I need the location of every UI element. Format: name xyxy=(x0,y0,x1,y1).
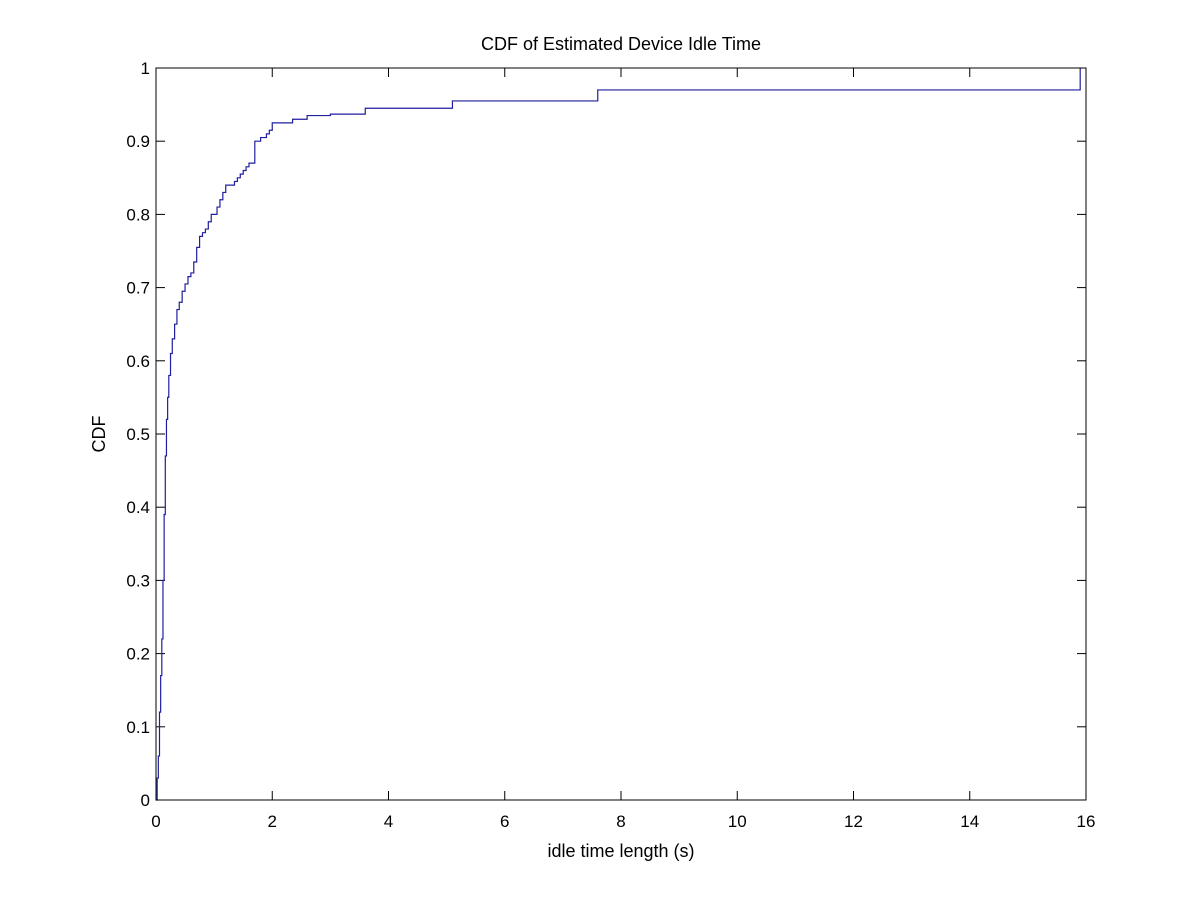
y-tick-label: 0.7 xyxy=(126,279,150,298)
y-tick-label: 1 xyxy=(141,59,150,78)
chart-title: CDF of Estimated Device Idle Time xyxy=(481,34,761,54)
y-tick-label: 0.4 xyxy=(126,498,150,517)
x-tick-label: 8 xyxy=(616,812,625,831)
y-tick-label: 0.9 xyxy=(126,132,150,151)
x-tick-label: 2 xyxy=(268,812,277,831)
x-tick-label: 6 xyxy=(500,812,509,831)
y-tick-label: 0.2 xyxy=(126,645,150,664)
x-tick-label: 12 xyxy=(844,812,863,831)
x-tick-label: 4 xyxy=(384,812,393,831)
y-tick-label: 0.1 xyxy=(126,718,150,737)
plot-area xyxy=(156,68,1086,800)
y-tick-label: 0.3 xyxy=(126,571,150,590)
x-tick-label: 16 xyxy=(1077,812,1096,831)
x-tick-label: 0 xyxy=(151,812,160,831)
cdf-series-line xyxy=(156,68,1081,801)
y-tick-label: 0 xyxy=(141,791,150,810)
x-tick-label: 14 xyxy=(960,812,979,831)
y-axis-label: CDF xyxy=(89,416,109,453)
y-tick-label: 0.5 xyxy=(126,425,150,444)
y-tick-label: 0.6 xyxy=(126,352,150,371)
y-tick-label: 0.8 xyxy=(126,205,150,224)
axes-box xyxy=(155,67,1087,801)
series-layer xyxy=(156,68,1081,801)
x-tick-label: 10 xyxy=(728,812,747,831)
x-axis-label: idle time length (s) xyxy=(547,841,694,861)
